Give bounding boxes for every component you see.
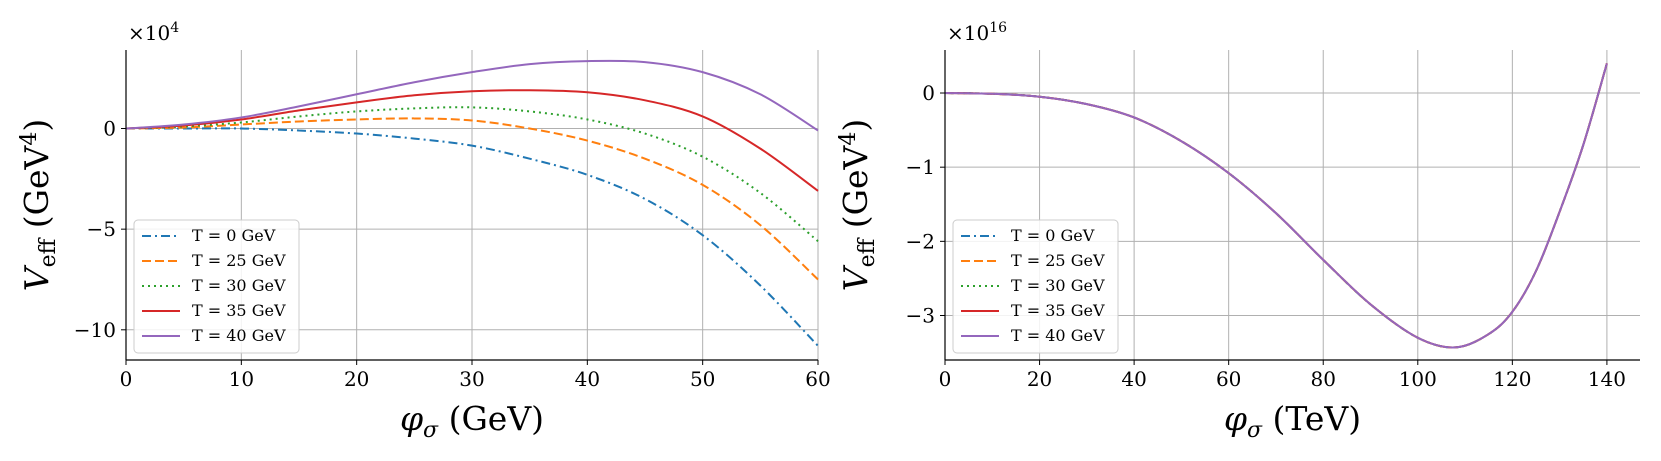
x-tick-label: 60 (1216, 367, 1241, 391)
series-line-5 (944, 63, 1608, 349)
x-axis-label: φσ (GeV) (400, 399, 544, 443)
x-tick-label: 140 (1588, 367, 1626, 391)
series-group (944, 63, 1608, 349)
x-tick-label: 10 (229, 367, 254, 391)
legend-label-2: T = 25 GeV (1011, 251, 1105, 270)
x-tick-label: 20 (344, 367, 369, 391)
legend: T = 0 GeV T = 25 GeV T = 30 GeV T = 35 GeV T… (133, 219, 300, 354)
y-tick-label: −5 (87, 217, 116, 241)
legend-label-4: T = 35 GeV (192, 301, 286, 320)
series-line-5 (125, 59, 819, 132)
chart-panel-2: 0 20 40 60 80 100 120 140 0 −1 −2 −3 ×1016 φσ (TeV) Ve… (836, 20, 1640, 443)
y-tick-label: 0 (103, 117, 116, 141)
x-tick-label: 30 (459, 367, 484, 391)
series-line-4 (125, 89, 819, 192)
x-tick-label: 40 (575, 367, 600, 391)
x-tick-label: 100 (1399, 367, 1437, 391)
legend-box (133, 219, 300, 354)
axis-multiplier: ×104 (128, 20, 179, 45)
series-line-3 (125, 106, 819, 242)
legend-label-3: T = 30 GeV (192, 276, 286, 295)
x-tick-label: 0 (939, 367, 952, 391)
legend-label-1: T = 0 GeV (1011, 226, 1095, 245)
legend-label-3: T = 30 GeV (1011, 276, 1105, 295)
x-tick-label: 120 (1493, 367, 1531, 391)
x-tick-label: 60 (805, 367, 830, 391)
legend-label-4: T = 35 GeV (1011, 301, 1105, 320)
legend: T = 0 GeV T = 25 GeV T = 30 GeV T = 35 GeV T… (952, 219, 1119, 354)
y-tick-label: 0 (922, 81, 935, 105)
legend-label-1: T = 0 GeV (192, 226, 276, 245)
legend-label-2: T = 25 GeV (192, 251, 286, 270)
axis-multiplier: ×1016 (947, 20, 1007, 45)
y-tick-label: −2 (906, 229, 935, 253)
series-line-2 (125, 117, 819, 281)
x-tick-label: 50 (690, 367, 715, 391)
y-tick-label: −1 (906, 155, 935, 179)
x-tick-label: 80 (1311, 367, 1336, 391)
legend-label-5: T = 40 GeV (192, 326, 286, 345)
y-tick-label: −3 (906, 304, 935, 328)
y-axis-label: Veff (GeV4) (17, 119, 61, 291)
x-tick-label: 0 (120, 367, 133, 391)
x-axis-label: φσ (TeV) (1224, 399, 1361, 443)
chart-panel-1: 0 10 20 30 40 50 60 0 −5 −10 ×104 φσ (GeV) Veff (GeV… (17, 20, 831, 443)
legend-label-5: T = 40 GeV (1011, 326, 1105, 345)
legend-box (952, 219, 1119, 354)
series-line-1 (126, 127, 819, 347)
x-tick-label: 20 (1027, 367, 1052, 391)
series-group (125, 59, 819, 347)
y-tick-label: −10 (74, 318, 116, 342)
x-tick-label: 40 (1121, 367, 1146, 391)
y-axis-label: Veff (GeV4) (836, 119, 880, 291)
